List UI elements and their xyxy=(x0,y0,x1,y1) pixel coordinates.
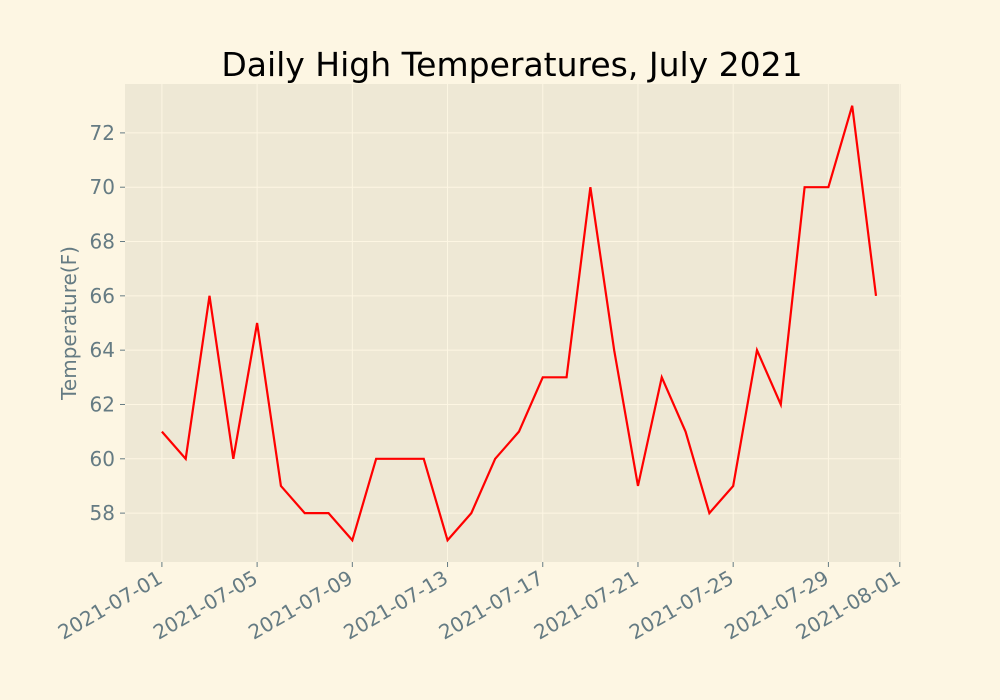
plot-area xyxy=(125,84,901,562)
y-tick-label: 68 xyxy=(90,230,115,254)
y-tick-label: 66 xyxy=(90,284,115,308)
y-axis: 58 60 62 64 66 68 70 72 xyxy=(90,121,125,525)
y-tick-label: 64 xyxy=(90,338,115,362)
y-tick-label: 58 xyxy=(90,501,115,525)
y-axis-title: Temperature(F) xyxy=(57,246,81,401)
y-tick-label: 72 xyxy=(90,121,115,145)
series-layer xyxy=(161,105,878,543)
temperature-series-line xyxy=(161,105,878,543)
y-tick-label: 62 xyxy=(90,392,115,416)
y-tick-label: 70 xyxy=(90,175,115,199)
y-tick-label: 60 xyxy=(90,447,115,471)
chart-title: Daily High Temperatures, July 2021 xyxy=(221,45,802,84)
